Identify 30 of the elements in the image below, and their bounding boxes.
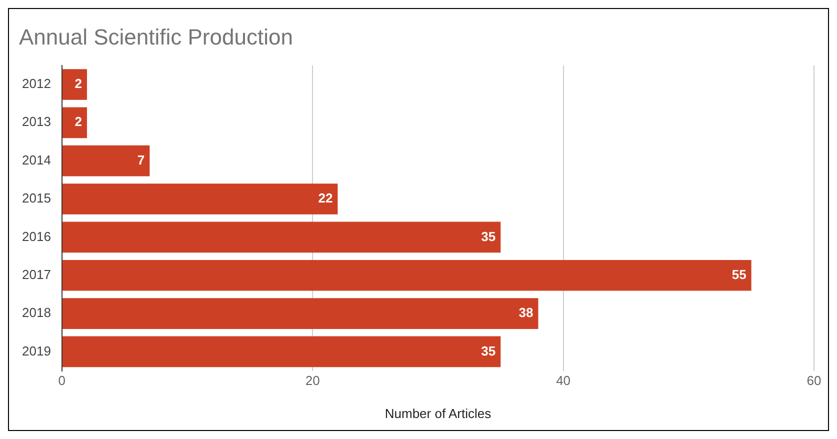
bar — [62, 298, 538, 329]
y-tick-label: 2016 — [22, 228, 51, 244]
x-tick-label: 0 — [58, 373, 66, 388]
y-tick-label: 2017 — [22, 266, 51, 282]
y-tick-label: 2014 — [22, 152, 51, 168]
data-label: 35 — [481, 343, 496, 358]
y-tick-label: 2015 — [22, 190, 51, 206]
bar — [62, 145, 150, 176]
y-tick-label: 2019 — [22, 343, 51, 358]
data-label: 55 — [732, 266, 746, 282]
x-tick-label: 60 — [806, 373, 822, 388]
bar — [62, 336, 501, 368]
x-tick-label: 20 — [305, 373, 320, 388]
x-tick-label: 40 — [556, 373, 571, 388]
data-label: 2 — [74, 114, 82, 130]
y-tick-label: 2018 — [22, 305, 51, 320]
data-label: 2 — [74, 76, 82, 92]
chart-title: Annual Scientific Production — [19, 24, 293, 50]
bar — [62, 222, 501, 253]
data-label: 22 — [318, 190, 333, 206]
bar — [62, 260, 752, 291]
x-axis-title: Number of Articles — [384, 406, 492, 421]
data-label: 38 — [518, 305, 534, 320]
bar — [62, 107, 87, 138]
data-label: 35 — [481, 228, 496, 244]
y-tick-label: 2013 — [22, 114, 51, 130]
bar — [62, 69, 87, 100]
data-label: 7 — [137, 152, 145, 168]
y-tick-label: 2012 — [22, 76, 51, 92]
bar — [62, 184, 338, 214]
